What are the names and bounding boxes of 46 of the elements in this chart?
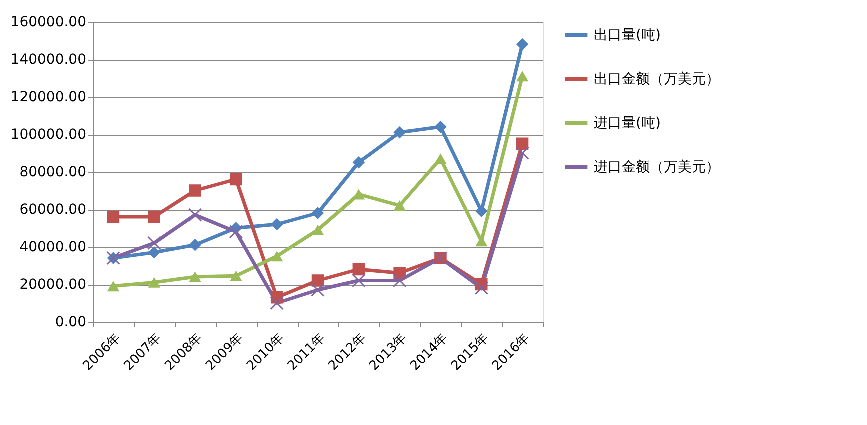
point [352,274,366,288]
y-tick-label: 100000.00 [10,127,86,143]
point [476,205,488,218]
point [516,146,530,160]
point [312,207,324,220]
point [148,210,160,224]
y-tick-label: 80000.00 [20,164,86,180]
y-tick-label: 60000.00 [20,202,86,218]
point [270,251,284,262]
point [107,281,120,292]
legend-label: 出口金额（万美元） [594,72,720,88]
point [148,277,160,288]
point [270,296,284,310]
point [352,156,366,169]
point [107,210,120,224]
point [312,274,324,287]
point [434,120,447,134]
y-tick-label: 20000.00 [20,277,86,293]
point [148,246,160,259]
point [311,283,325,297]
point [516,38,529,51]
point [147,236,162,250]
y-tick-label: 140000.00 [10,52,86,68]
point [392,274,407,288]
point [189,184,202,197]
y-tick-label: 120000.00 [10,90,86,106]
point [434,154,447,164]
point [352,263,366,276]
point [189,272,202,282]
point [516,71,529,82]
point [230,270,242,282]
point [188,208,202,222]
y-tick-label: 160000.00 [10,14,86,30]
y-tick-label: 0.00 [55,314,86,330]
legend-label: 进口金额（万美元） [594,160,720,176]
point [394,126,406,139]
point [230,173,242,186]
y-tick-label: 40000.00 [20,240,86,256]
point [474,281,489,296]
legend-label: 进口量(吨) [594,116,661,132]
point [394,200,406,212]
point [270,218,284,231]
legend-label: 出口量(吨) [594,28,661,44]
point [312,224,324,236]
point [229,225,244,239]
point [189,239,202,252]
